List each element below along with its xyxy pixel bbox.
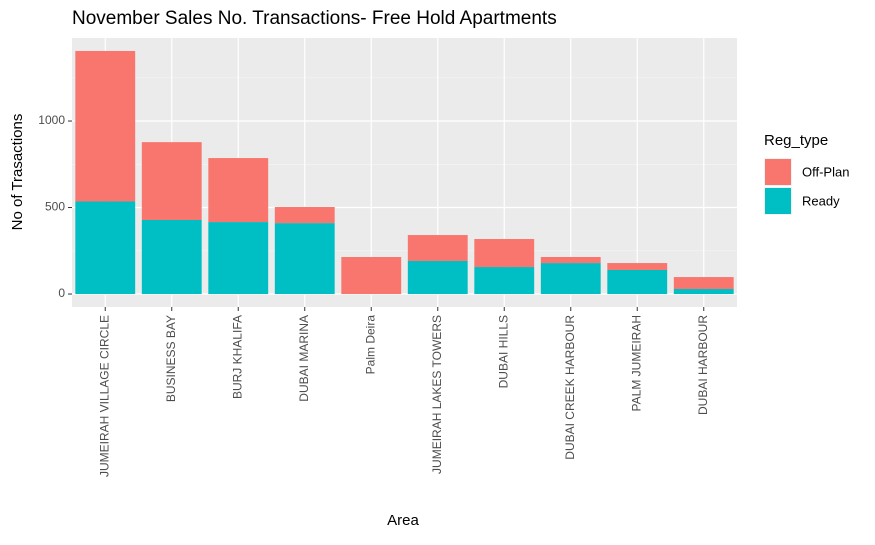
legend-label: Off-Plan: [802, 164, 849, 179]
bar-segment: [141, 142, 202, 220]
y-tick-label: 500: [45, 200, 65, 214]
bar-segment: [75, 50, 136, 202]
bar-segment: [474, 267, 535, 295]
bar-segment: [75, 201, 136, 295]
y-tick-label: 1000: [38, 113, 65, 127]
bar-segment: [607, 263, 668, 270]
bar-segment: [141, 219, 202, 295]
bar-segment: [474, 239, 535, 268]
bar-segment: [407, 235, 468, 261]
bar-segment: [208, 222, 269, 295]
legend-title: Reg_type: [764, 132, 828, 149]
chart-title: November Sales No. Transactions- Free Ho…: [72, 8, 557, 29]
x-axis-title: Area: [387, 512, 419, 529]
x-tick-label: JUMEIRAH VILLAGE CIRCLE: [97, 315, 111, 477]
bar-segment: [274, 223, 335, 295]
x-tick-label: DUBAI MARINA: [297, 315, 311, 402]
bar-segment: [673, 277, 734, 290]
x-tick-label: DUBAI HARBOUR: [696, 315, 710, 415]
bar-segment: [407, 260, 468, 295]
bar-segment: [341, 257, 402, 295]
x-tick-label: Palm Deira: [363, 315, 377, 375]
legend-swatch: [765, 188, 791, 214]
bar-segment: [208, 158, 269, 223]
legend-label: Ready: [802, 193, 840, 208]
bar-segment: [540, 257, 601, 264]
x-tick-label: DUBAI CREEK HARBOUR: [563, 315, 577, 460]
y-axis-title: No of Trasactions: [9, 114, 26, 231]
bar-segment: [607, 269, 668, 295]
bar-segment: [540, 263, 601, 295]
legend-swatch: [765, 159, 791, 185]
x-tick-label: BURJ KHALIFA: [230, 315, 244, 399]
x-tick-label: BUSINESS BAY: [164, 315, 178, 402]
bar-segment: [673, 289, 734, 295]
bar-segment: [274, 207, 335, 224]
x-tick-label: JUMEIRAH LAKES TOWERS: [430, 315, 444, 474]
x-tick-label: DUBAI HILLS: [496, 315, 510, 388]
x-tick-label: PALM JUMEIRAH: [629, 315, 643, 411]
y-tick-label: 0: [58, 286, 65, 300]
